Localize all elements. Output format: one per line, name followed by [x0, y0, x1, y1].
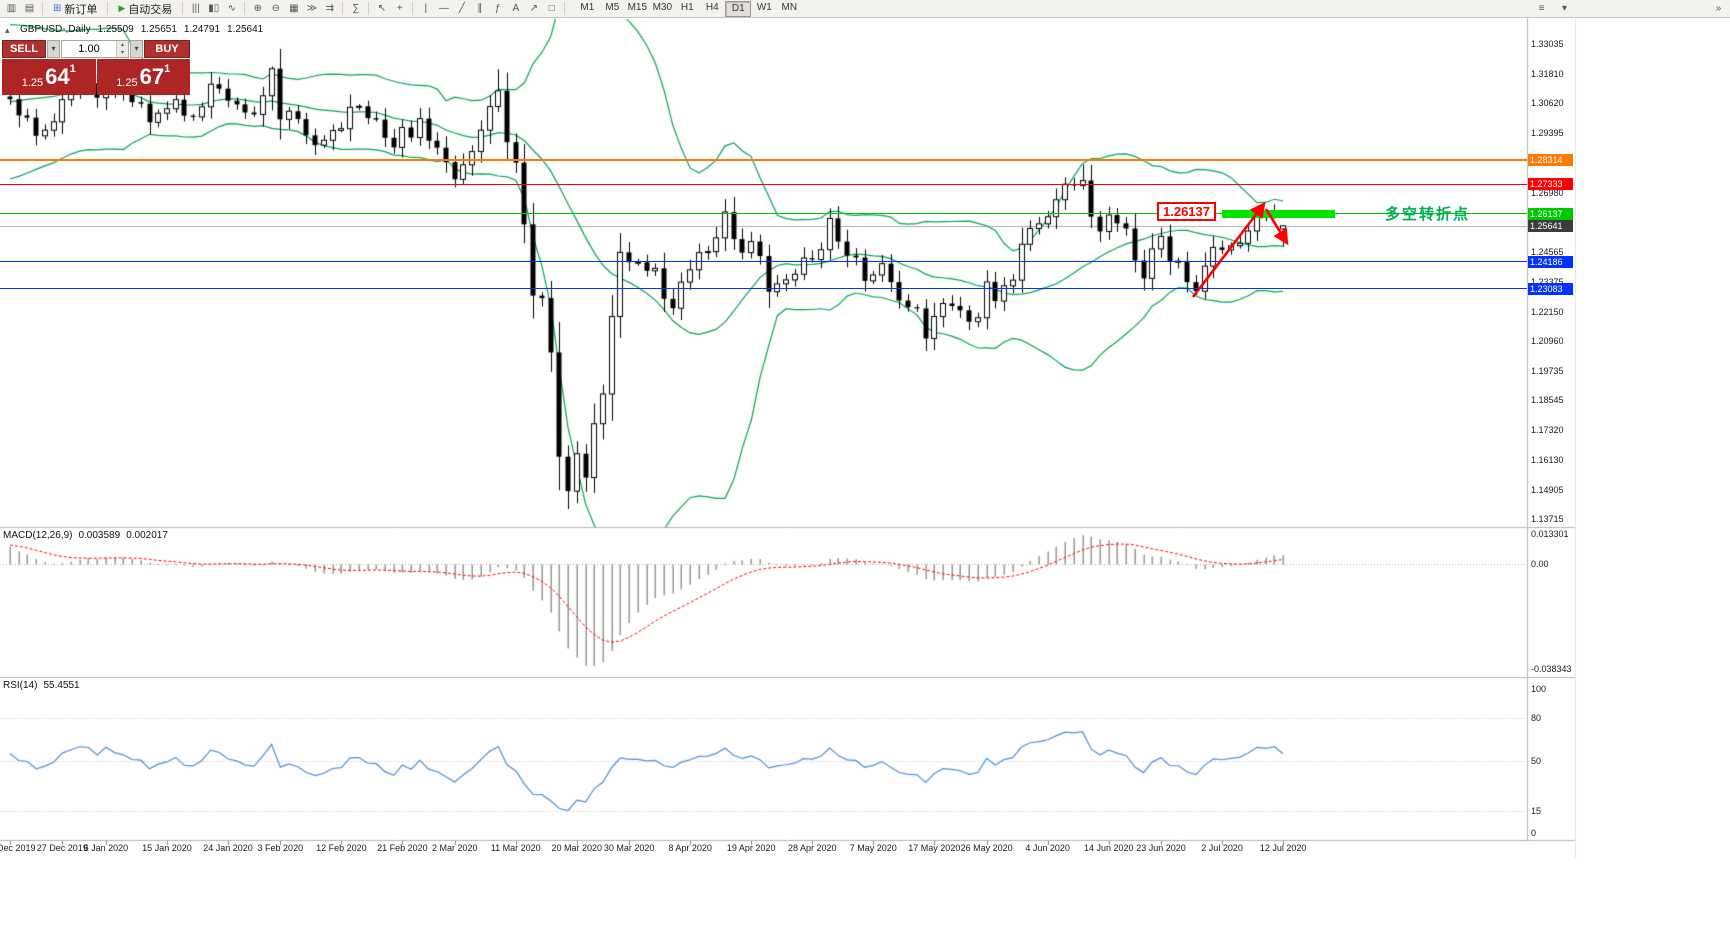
- timeframe-m30-button[interactable]: M30: [652, 1, 673, 13]
- indicators-icon[interactable]: ∑: [352, 3, 360, 14]
- timeframe-d1-button[interactable]: D1: [725, 0, 752, 17]
- reversal-note-text[interactable]: 多空转折点: [1385, 206, 1471, 223]
- shapes-tool-icon[interactable]: □: [548, 3, 555, 14]
- timeframe-toolbar: M1 M5 M15 M30 H1 H4 D1 W1 MN: [575, 0, 801, 17]
- arrows-tool-icon[interactable]: ↗: [529, 3, 538, 14]
- toolbar-separator: [107, 2, 109, 15]
- macd-name: MACD(12,26,9): [3, 530, 73, 541]
- toolbar-separator: [368, 2, 370, 15]
- profiles-icon[interactable]: ▤: [24, 3, 35, 14]
- channel-icon[interactable]: ∥: [477, 3, 483, 14]
- open-value: 1.25509: [97, 24, 134, 35]
- sell-price-sup: 1: [69, 63, 76, 75]
- timeframe-m1-button[interactable]: M1: [580, 1, 595, 13]
- volume-down-icon[interactable]: ▾: [120, 50, 124, 56]
- close-value: 1.25641: [227, 24, 264, 35]
- macd-value: 0.003589: [78, 530, 121, 541]
- buy-price-small: 1.25: [116, 77, 138, 89]
- new-order-label: 新订单: [64, 3, 98, 16]
- toolbar-separator: [412, 2, 414, 15]
- rsi-value: 55.4551: [43, 680, 80, 691]
- timeframe-h1-button[interactable]: H1: [680, 1, 694, 13]
- toolbar-right-group: ≡ ▾: [1533, 1, 1573, 16]
- toolbar-separator: [182, 2, 184, 15]
- sell-button[interactable]: SELL: [2, 40, 46, 58]
- buy-button[interactable]: BUY: [144, 40, 190, 58]
- zoom-out-icon[interactable]: ⊖: [271, 3, 280, 14]
- new-order-button[interactable]: ⊞ 新订单: [47, 1, 103, 17]
- bar-chart-type-icon[interactable]: |||: [191, 3, 200, 14]
- chart-properties-icon[interactable]: ≡: [1538, 3, 1545, 14]
- trade-panel-prices: 1.25 64 1 1.25 67 1: [2, 59, 190, 95]
- timeframe-h4-button[interactable]: H4: [705, 1, 719, 13]
- high-value: 1.25651: [140, 24, 177, 35]
- volume-input[interactable]: [62, 41, 116, 57]
- auto-scroll-icon[interactable]: ≫: [306, 3, 318, 14]
- vertical-line-icon[interactable]: |: [424, 3, 428, 14]
- new-order-icon: ⊞: [53, 3, 62, 14]
- buy-dropdown-icon[interactable]: ▾: [130, 40, 143, 58]
- toolbar-overflow-icon[interactable]: »: [1715, 3, 1722, 14]
- trade-panel-controls: SELL ▾ ▴ ▾ ▾ BUY: [2, 40, 190, 58]
- cursor-icon[interactable]: ↖: [377, 3, 386, 14]
- new-chart-icon[interactable]: ▥: [6, 3, 17, 14]
- toolbar-separator: [244, 2, 246, 15]
- volume-up-icon[interactable]: ▴: [120, 42, 124, 48]
- crosshair-icon[interactable]: +: [396, 3, 403, 14]
- rsi-name: RSI(14): [3, 680, 38, 691]
- trendline-icon[interactable]: ╱: [458, 3, 465, 14]
- timeframe-m15-button[interactable]: M15: [627, 1, 648, 13]
- horizontal-line-icon[interactable]: —: [438, 3, 449, 14]
- timeframe-mn-button[interactable]: MN: [781, 1, 798, 13]
- sell-price-big: 64: [45, 64, 70, 89]
- price-callout-box[interactable]: 1.26137: [1157, 202, 1216, 221]
- toolbar-separator: [42, 2, 43, 15]
- macd-indicator-label: MACD(12,26,9) 0.003589 0.002017: [3, 530, 174, 541]
- low-value: 1.24791: [183, 24, 221, 35]
- buy-price-sup: 1: [164, 63, 171, 75]
- text-tool-icon[interactable]: A: [512, 3, 520, 14]
- toolbar-separator: [564, 2, 566, 15]
- chart-shift-icon[interactable]: ⇉: [325, 3, 334, 14]
- sell-price-small: 1.25: [21, 77, 44, 89]
- rsi-indicator-label: RSI(14) 55.4551: [3, 680, 86, 691]
- chart-ohlc-title: GBPUSD-,Daily 1.25509 1.25651 1.24791 1.2564…: [20, 24, 270, 35]
- zoom-in-icon[interactable]: ⊕: [253, 3, 262, 14]
- volume-spinner: ▴ ▾: [116, 41, 128, 57]
- sell-price-display[interactable]: 1.25 64 1: [2, 59, 96, 95]
- timeframe-w1-button[interactable]: W1: [756, 1, 772, 13]
- line-chart-type-icon[interactable]: ∿: [227, 3, 236, 14]
- buy-price-big: 67: [139, 64, 165, 89]
- toolbar: ▥ ▤ ⊞ 新订单 ▶ 自动交易 ||| ▮▯ ∿ ⊕ ⊖ ▦ ≫ ⇉ ∑ ↖ …: [0, 0, 1730, 18]
- quick-menu-icon[interactable]: ▾: [1561, 3, 1568, 14]
- one-click-collapse-icon[interactable]: ▴: [5, 25, 10, 35]
- buy-price-display[interactable]: 1.25 67 1: [96, 59, 190, 95]
- macd-signal-value: 0.002017: [126, 530, 168, 541]
- fibonacci-icon[interactable]: ƒ: [495, 3, 501, 14]
- volume-input-wrap: ▴ ▾: [61, 40, 129, 58]
- symbol-period-label: GBPUSD-,Daily: [20, 24, 91, 35]
- toolbar-separator: [342, 2, 344, 15]
- tile-windows-icon[interactable]: ▦: [289, 3, 299, 14]
- autotrading-label: 自动交易: [128, 3, 173, 16]
- autotrading-button[interactable]: ▶ 自动交易: [112, 1, 178, 17]
- sell-dropdown-icon[interactable]: ▾: [47, 40, 60, 58]
- candlestick-chart-type-icon[interactable]: ▮▯: [208, 3, 220, 14]
- timeframe-m5-button[interactable]: M5: [605, 1, 620, 13]
- autotrading-play-icon: ▶: [118, 3, 126, 13]
